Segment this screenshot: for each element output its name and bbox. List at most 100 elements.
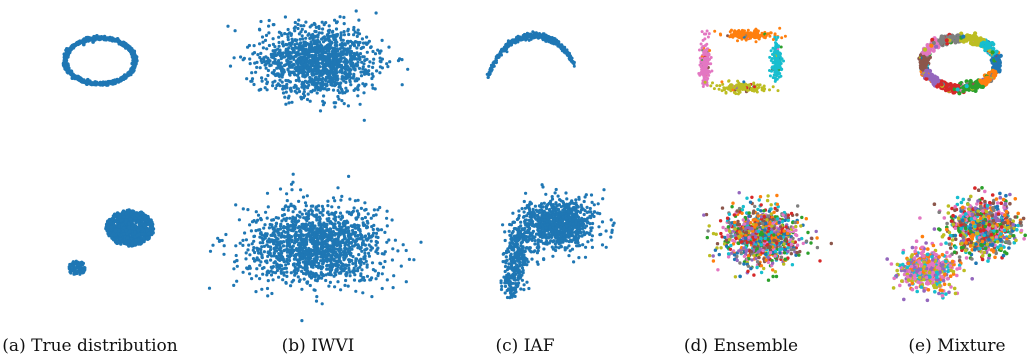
data-point <box>400 83 404 87</box>
data-point <box>68 263 72 267</box>
data-point <box>353 79 357 83</box>
data-point <box>313 22 317 27</box>
data-point <box>347 32 351 37</box>
data-point <box>340 99 344 103</box>
data-point <box>151 231 155 235</box>
data-point <box>293 29 297 33</box>
data-point <box>269 63 273 67</box>
data-point <box>750 88 754 92</box>
data-point <box>75 269 80 274</box>
data-point <box>303 53 307 57</box>
data-point <box>955 87 960 92</box>
data-point <box>149 218 153 222</box>
data-point <box>304 20 308 24</box>
data-point <box>700 30 704 34</box>
data-point <box>86 35 90 40</box>
data-point <box>964 84 969 89</box>
data-point <box>336 94 340 99</box>
data-point <box>228 64 233 68</box>
data-point <box>261 40 265 44</box>
data-point <box>127 229 132 234</box>
data-point <box>703 56 707 60</box>
data-point <box>979 41 984 46</box>
data-point <box>311 58 315 62</box>
data-point <box>295 42 299 46</box>
data-point <box>713 29 717 33</box>
data-point <box>718 32 722 36</box>
data-point <box>266 68 270 73</box>
data-point <box>289 60 293 64</box>
data-point <box>729 35 733 38</box>
data-point <box>258 66 262 70</box>
data-point <box>146 231 151 236</box>
data-point <box>353 30 357 34</box>
data-point <box>278 73 282 78</box>
data-point <box>772 73 776 77</box>
data-point <box>324 82 329 86</box>
data-point <box>283 15 287 19</box>
data-point <box>768 69 771 72</box>
data-point <box>110 217 114 221</box>
data-point <box>711 81 714 85</box>
data-point <box>313 69 317 73</box>
data-point <box>289 88 293 93</box>
data-point <box>352 57 356 61</box>
data-point <box>365 35 369 39</box>
data-point <box>755 28 759 32</box>
data-point <box>321 99 325 103</box>
data-point <box>747 32 751 35</box>
panel-b-top <box>226 9 410 122</box>
data-point <box>774 41 777 45</box>
data-point <box>326 52 330 57</box>
data-point <box>779 74 783 78</box>
data-point <box>328 75 333 79</box>
data-point <box>281 68 285 72</box>
data-point <box>768 55 772 59</box>
data-point <box>352 42 356 46</box>
data-point <box>973 34 978 39</box>
data-point <box>269 53 274 57</box>
data-point <box>272 54 276 58</box>
data-point <box>775 62 779 66</box>
data-point <box>124 73 129 78</box>
panel-a-bottom <box>67 208 156 276</box>
data-point <box>285 86 289 90</box>
data-point <box>945 83 950 88</box>
data-point <box>338 83 342 87</box>
data-point <box>307 59 311 64</box>
data-point <box>297 47 301 51</box>
data-point <box>135 213 139 217</box>
data-point <box>569 56 573 60</box>
data-point <box>82 268 86 272</box>
data-point <box>316 81 320 85</box>
data-point <box>337 97 341 101</box>
data-point <box>284 51 288 55</box>
data-point <box>987 77 993 82</box>
data-point <box>325 57 329 61</box>
data-point <box>925 68 930 73</box>
data-point <box>370 76 374 81</box>
data-point <box>113 228 118 233</box>
data-point <box>277 44 281 48</box>
data-point <box>327 24 331 28</box>
data-point <box>284 102 288 106</box>
data-point <box>974 79 979 84</box>
data-point <box>322 66 326 70</box>
data-point <box>267 43 271 48</box>
data-point <box>362 62 366 66</box>
data-point <box>264 77 268 81</box>
data-point <box>109 225 114 229</box>
data-point <box>363 58 367 63</box>
data-point <box>286 35 290 39</box>
data-point <box>346 65 350 69</box>
data-point <box>772 65 775 69</box>
data-point <box>939 82 944 87</box>
data-point <box>308 78 312 82</box>
data-point <box>354 62 358 66</box>
data-point <box>250 71 254 75</box>
data-point <box>931 80 936 85</box>
data-point <box>712 87 716 91</box>
data-point <box>330 30 335 34</box>
data-point <box>78 41 83 45</box>
data-point <box>128 45 132 49</box>
